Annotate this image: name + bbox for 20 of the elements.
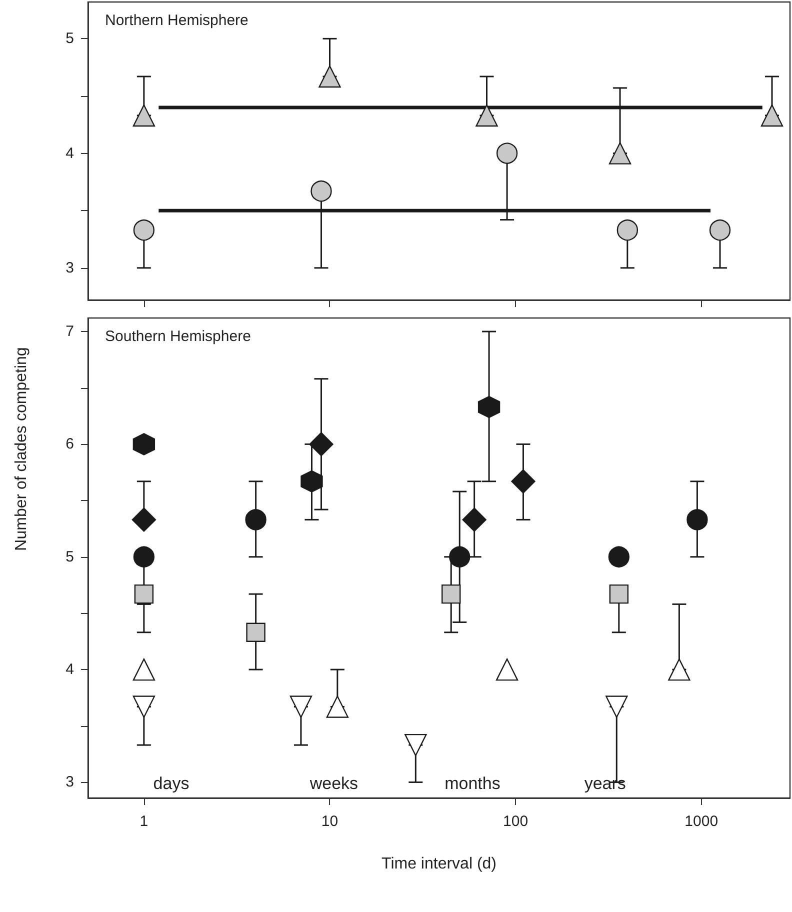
x-axis-title: Time interval (d) [382, 856, 496, 872]
x-tick-label: 1 [140, 813, 148, 830]
y-tick-label: 5 [66, 30, 74, 48]
annotation: months [444, 774, 500, 793]
y-tick-label: 4 [66, 144, 74, 162]
annotation: years [584, 774, 626, 793]
y-tick-label: 3 [66, 774, 74, 791]
y-tick-label: 4 [66, 661, 74, 678]
y-tick-label: 6 [66, 436, 74, 453]
text: Southern Hemisphere [105, 328, 251, 345]
y-tick-label: 5 [66, 548, 74, 566]
x-tick-label: 10 [321, 813, 338, 830]
x-tick-label: 100 [503, 813, 528, 830]
y-tick-label: 7 [66, 323, 74, 340]
x-tick-label: 1000 [684, 813, 718, 830]
y-tick-label: 3 [66, 259, 74, 276]
annotation: weeks [308, 774, 358, 793]
text: Northern Hemisphere [105, 12, 248, 29]
y-axis-title: Number of clades competing [13, 346, 31, 553]
annotation: days [153, 774, 190, 793]
